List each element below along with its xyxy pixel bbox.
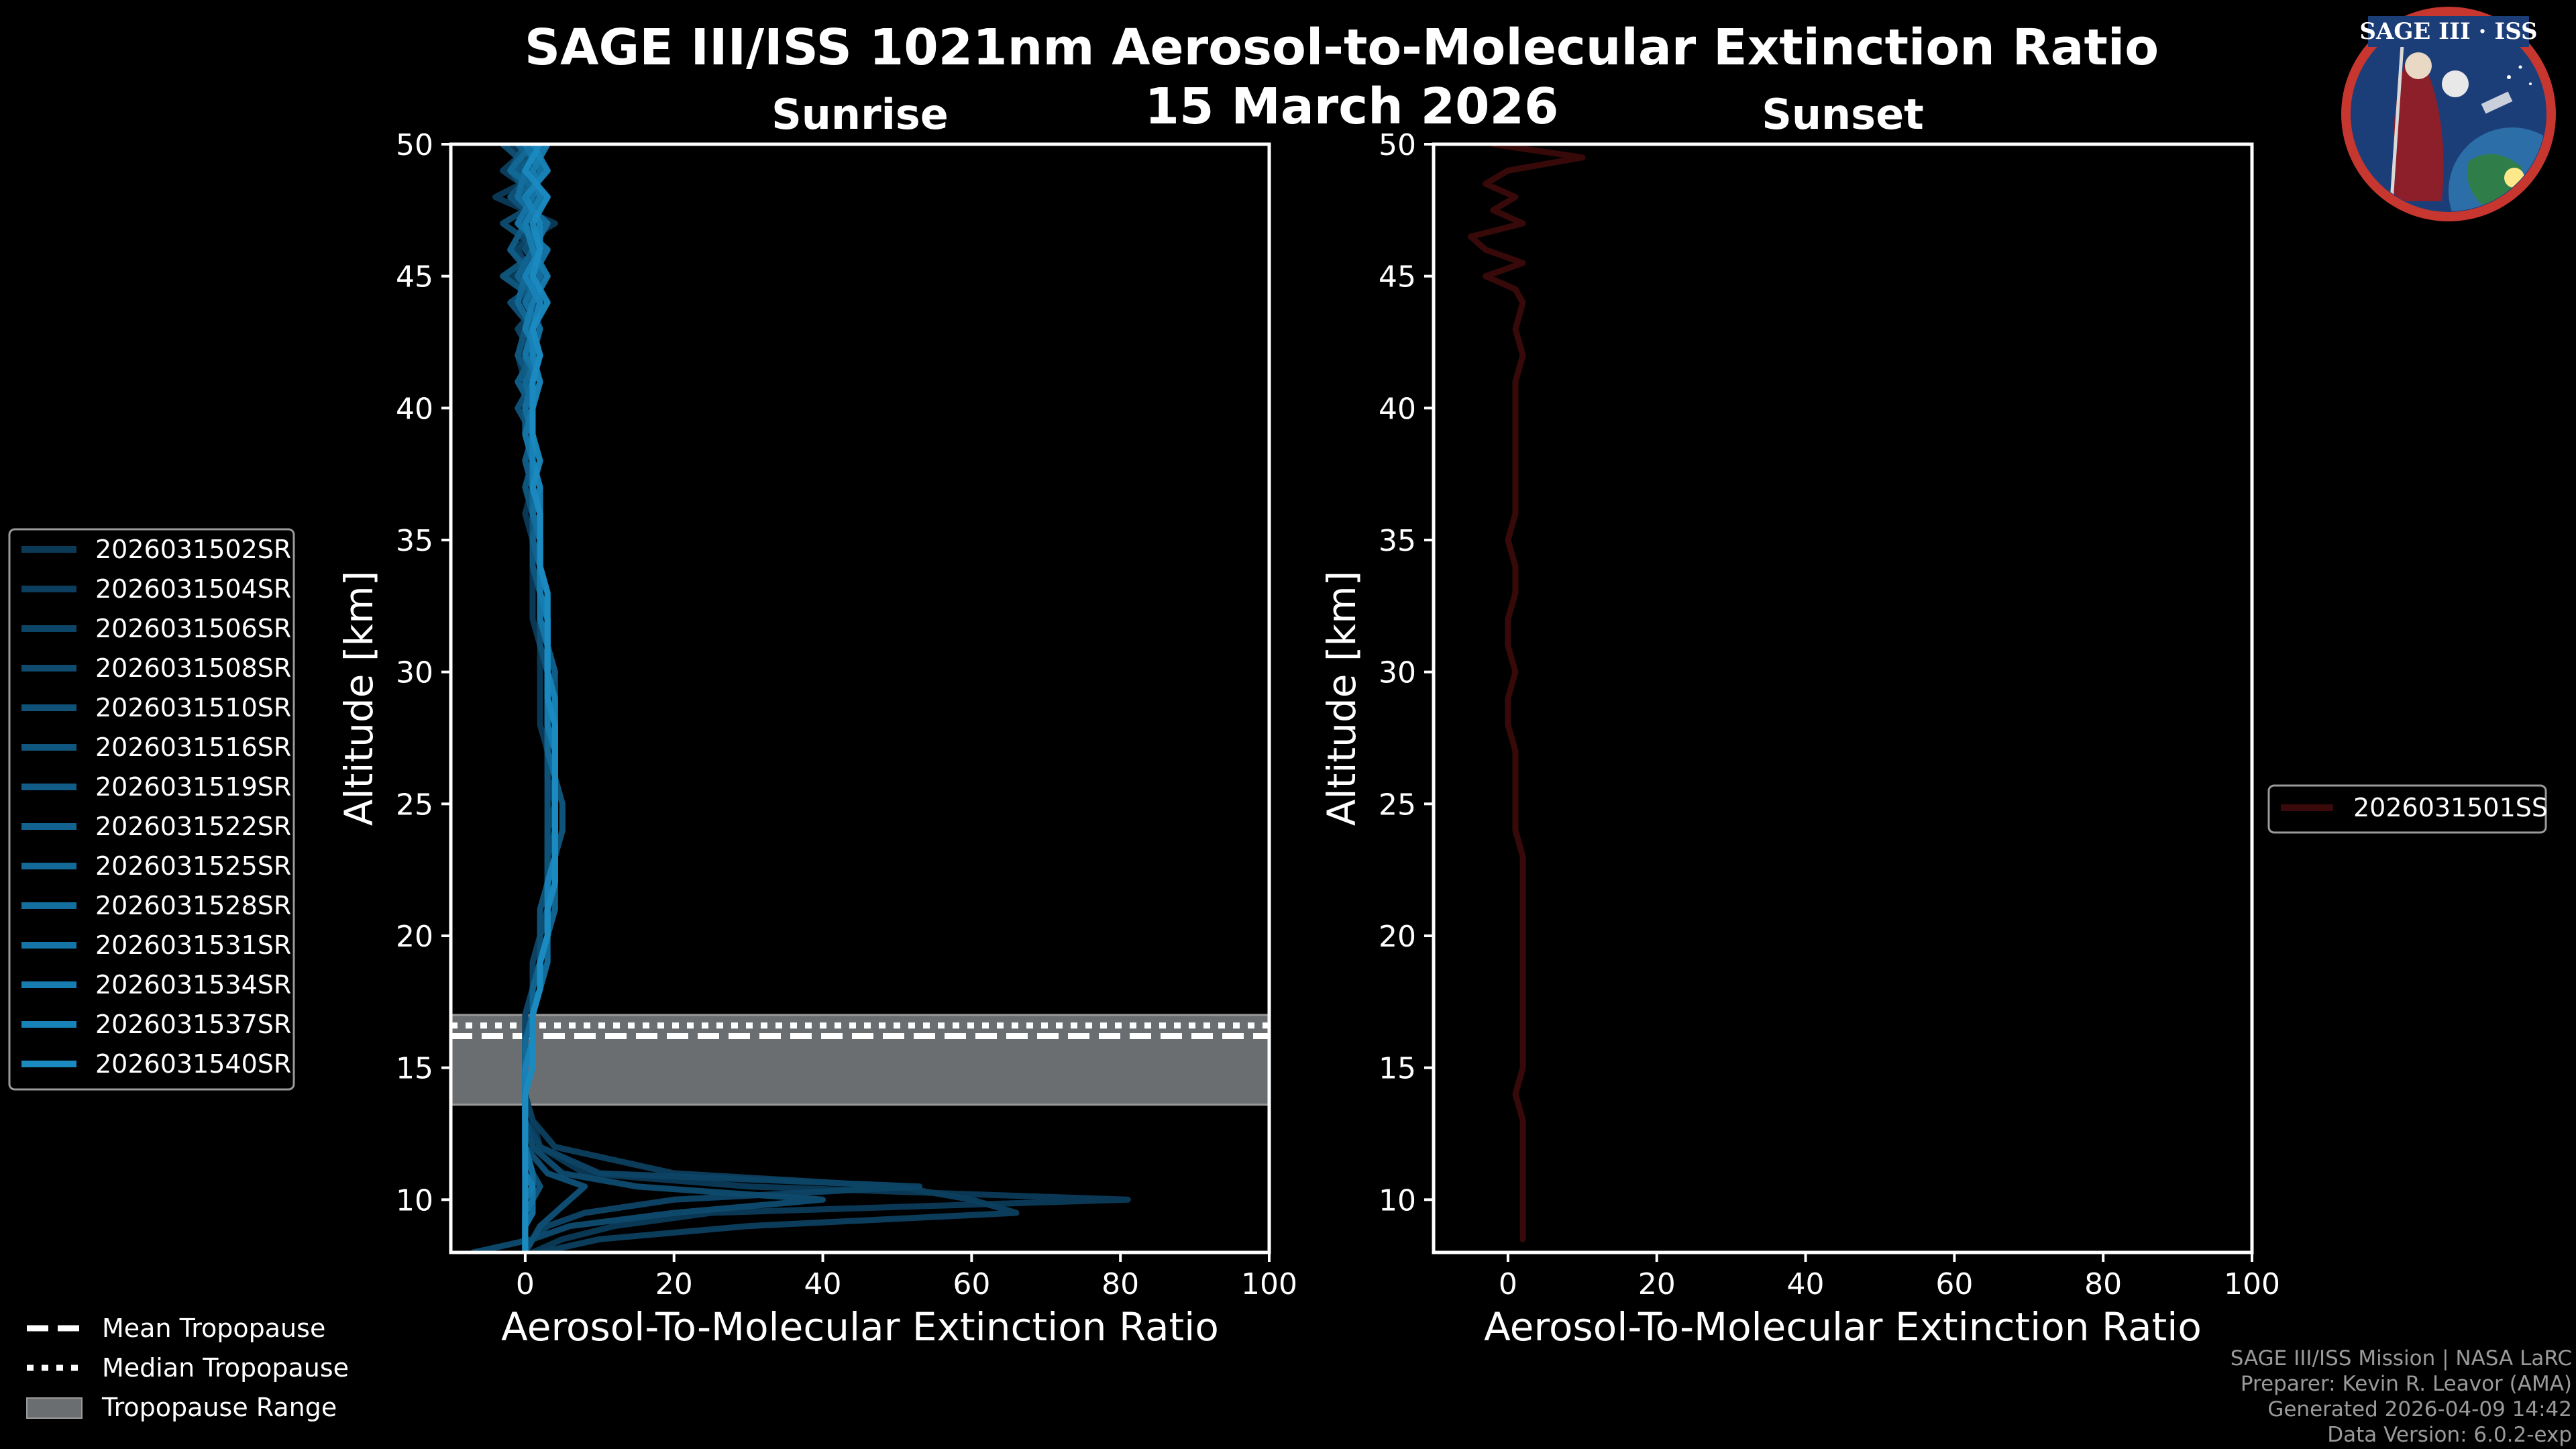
sunset-x-tick-label: 40 <box>1787 1267 1825 1301</box>
iss-station-icon <box>2481 91 2513 114</box>
sunset-x-tick-label: 20 <box>1638 1267 1676 1301</box>
sunset-legend-frame <box>2267 784 2547 834</box>
sunrise-y-tick-label: 20 <box>396 920 433 954</box>
sunrise-title: Sunrise <box>771 90 949 139</box>
sunset-legend: 2026031501SS <box>2267 784 2548 834</box>
sunrise-x-ticks: 0 20 40 60 80 100 <box>516 1252 1297 1301</box>
credit-generated: Generated 2026-04-09 14:42 <box>2267 1397 2572 1421</box>
sunset-xlabel: Aerosol-To-Molecular Extinction Ratio <box>1484 1304 2202 1350</box>
series-line-2026031501SS <box>1468 144 1586 1242</box>
figure-title: SAGE III/ISS 1021nm Aerosol-to-Molecular… <box>525 19 2159 76</box>
legend-label-2026031506SR: 2026031506SR <box>95 614 291 643</box>
legend-label-2026031528SR: 2026031528SR <box>95 891 291 920</box>
sunset-y-tick-label: 50 <box>1379 128 1416 162</box>
sunset-x-tick-label: 100 <box>2224 1267 2280 1301</box>
star-icon <box>2529 83 2532 85</box>
sunrise-y-ticks: 10 15 20 25 30 35 40 45 50 <box>396 128 451 1218</box>
sunset-y-tick-label: 20 <box>1379 920 1416 954</box>
legend-label-2026031502SR: 2026031502SR <box>95 535 291 564</box>
legend-label-2026031504SR: 2026031504SR <box>95 574 291 604</box>
sunset-y-tick-label: 25 <box>1379 788 1416 822</box>
sunrise-x-tick-label: 100 <box>1241 1267 1297 1301</box>
astronomer-head-icon <box>2405 52 2432 79</box>
sunrise-y-tick-label: 25 <box>396 788 433 822</box>
legend-label-2026031508SR: 2026031508SR <box>95 653 291 683</box>
sunrise-x-tick-label: 60 <box>953 1267 990 1301</box>
staff-icon <box>2390 34 2405 202</box>
sunset-axes-frame <box>1432 142 2254 1254</box>
sunrise-y-tick-label: 15 <box>396 1052 433 1086</box>
sunset-title: Sunset <box>1762 90 1924 139</box>
mean-tropopause-label: Mean Tropopause <box>102 1313 325 1343</box>
legend-label-2026031522SR: 2026031522SR <box>95 812 291 841</box>
sunset-plot-area <box>1434 144 2252 1252</box>
sunset-x-ticks: 0 20 40 60 80 100 <box>1499 1252 2280 1301</box>
sunrise-legend-frame <box>8 528 295 1091</box>
sunset-y-tick-label: 45 <box>1379 260 1416 294</box>
sunrise-xlabel: Aerosol-To-Molecular Extinction Ratio <box>501 1304 1219 1350</box>
sunset-y-tick-label: 15 <box>1379 1052 1416 1086</box>
sunrise-x-tick-label: 80 <box>1102 1267 1139 1301</box>
sunset-x-tick-label: 80 <box>2084 1267 2122 1301</box>
tropopause-range-band <box>449 1014 1271 1106</box>
legend-label-2026031537SR: 2026031537SR <box>95 1010 291 1039</box>
legend-label-2026031510SR: 2026031510SR <box>95 693 291 722</box>
sunset-y-tick-label: 10 <box>1379 1183 1416 1218</box>
logo-title-band <box>2368 16 2529 47</box>
moon-icon <box>2442 70 2469 97</box>
sunrise-axes-frame <box>449 142 1271 1254</box>
sunrise-y-tick-label: 50 <box>396 128 433 162</box>
sunrise-legend: 2026031502SR 2026031504SR 2026031506SR 2026… <box>8 528 295 1091</box>
sunset-y-tick-label: 35 <box>1379 524 1416 558</box>
sunrise-x-tick-label: 40 <box>804 1267 842 1301</box>
sunset-ylabel: Altitude [km] <box>1319 571 1364 826</box>
legend-label-2026031501SS: 2026031501SS <box>2353 793 2548 822</box>
sunset-series-layer <box>1468 144 1586 1242</box>
credits: SAGE III/ISS Mission | NASA LaRC Prepare… <box>2231 1346 2572 1447</box>
median-tropopause-label: Median Tropopause <box>102 1353 349 1383</box>
sunrise-y-tick-label: 30 <box>396 656 433 690</box>
star-icon <box>2518 65 2522 69</box>
sunrise-series-layer <box>470 144 1131 1252</box>
sunrise-x-tick-label: 0 <box>516 1267 535 1301</box>
legend-label-2026031531SR: 2026031531SR <box>95 930 291 960</box>
sunrise-y-tick-label: 45 <box>396 260 433 294</box>
credit-data-version: Data Version: 6.0.2-exp <box>2327 1423 2572 1447</box>
sunrise-x-tick-label: 20 <box>655 1267 693 1301</box>
tropopause-range-label: Tropopause Range <box>101 1393 337 1422</box>
sunset-y-tick-label: 40 <box>1379 392 1416 426</box>
sunset-y-tick-label: 30 <box>1379 656 1416 690</box>
sunset-x-tick-label: 0 <box>1499 1267 1517 1301</box>
credit-mission: SAGE III/ISS Mission | NASA LaRC <box>2231 1346 2572 1371</box>
sunset-panel: 0 20 40 60 80 100 10 15 20 25 30 35 40 45 50 Aerosol-… <box>1319 128 2280 1350</box>
sunrise-y-tick-label: 40 <box>396 392 433 426</box>
sunrise-panel: 0 20 40 60 80 100 10 15 20 25 30 35 40 45 50 Aerosol-… <box>336 128 1297 1350</box>
tropopause-range-swatch <box>26 1397 83 1419</box>
legend-label-2026031516SR: 2026031516SR <box>95 733 291 762</box>
sunrise-y-tick-label: 35 <box>396 524 433 558</box>
credit-preparer: Preparer: Kevin R. Leavor (AMA) <box>2241 1372 2572 1396</box>
figure-date: 15 March 2026 <box>1144 78 1558 136</box>
sunrise-tropopause-layer <box>449 1014 1271 1106</box>
sunset-y-ticks: 10 15 20 25 30 35 40 45 50 <box>1379 128 1434 1218</box>
astronomer-figure-icon <box>2393 64 2444 201</box>
sunrise-y-tick-label: 10 <box>396 1183 433 1218</box>
logo-title: SAGE III · ISS <box>2359 18 2537 45</box>
star-icon <box>2507 75 2511 79</box>
sunset-x-tick-label: 60 <box>1935 1267 1973 1301</box>
tropopause-legend: Mean Tropopause Median Tropopause Tropop… <box>26 1313 349 1422</box>
sage-iii-iss-logo: SAGE III · ISS <box>2341 7 2556 221</box>
series-line-2026031540SR <box>522 144 558 1252</box>
legend-label-2026031540SR: 2026031540SR <box>95 1049 291 1079</box>
legend-label-2026031525SR: 2026031525SR <box>95 851 291 881</box>
legend-label-2026031519SR: 2026031519SR <box>95 772 291 802</box>
legend-label-2026031534SR: 2026031534SR <box>95 970 291 1000</box>
sunrise-ylabel: Altitude [km] <box>336 571 382 826</box>
